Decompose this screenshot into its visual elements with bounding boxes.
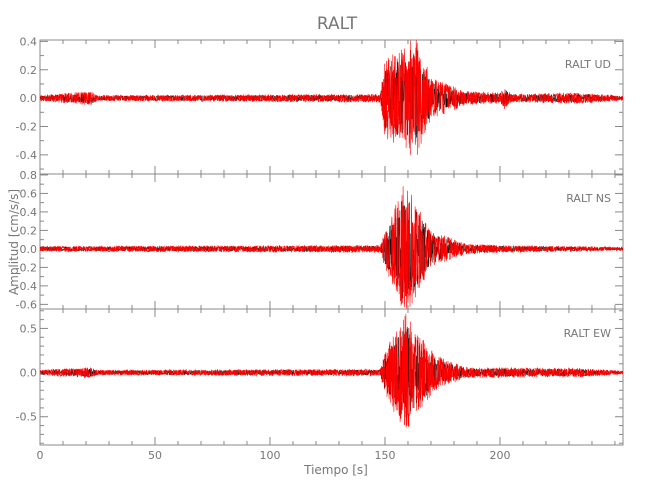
panel-frame xyxy=(39,39,624,175)
y-tick-label: 0.6 xyxy=(20,187,38,200)
y-tick-label: 0.2 xyxy=(20,64,38,77)
x-tick-label: 200 xyxy=(489,449,510,462)
component-label: RALT EW xyxy=(564,327,612,340)
x-tick-label: 0 xyxy=(37,449,44,462)
y-tick-label: -0.4 xyxy=(16,280,37,293)
x-tick-label: 50 xyxy=(148,449,162,462)
y-tick-label: -0.4 xyxy=(16,149,37,162)
y-tick-label: 0.4 xyxy=(20,35,38,48)
component-label: RALT UD xyxy=(565,58,611,71)
waveform xyxy=(40,186,623,309)
y-tick-label: -0.5 xyxy=(16,411,37,424)
waveform xyxy=(40,313,623,428)
y-tick-label: -0.6 xyxy=(16,298,37,311)
chart-title: RALT xyxy=(317,14,358,34)
panel-0: 0.4 0.2 0.0 -0.2 -0.4 RALT UD xyxy=(16,35,624,175)
x-axis-label: Tiempo [s] xyxy=(303,463,368,477)
y-tick-label: 0.8 xyxy=(20,169,38,182)
y-axis-label: Amplitud [cm/s/s] xyxy=(7,189,21,295)
panel-frame xyxy=(39,308,624,446)
y-tick-label: -0.2 xyxy=(16,261,37,274)
y-tick-label: 0.0 xyxy=(20,243,38,256)
y-tick-label: 0.0 xyxy=(20,367,38,380)
waveform xyxy=(40,40,623,155)
x-tick-label: 150 xyxy=(374,449,395,462)
panel-frame xyxy=(39,173,624,310)
y-tick-label: 0.4 xyxy=(20,206,38,219)
component-label: RALT NS xyxy=(566,192,611,205)
panel-2: 0.5 0.0 -0.5 RALT EW xyxy=(16,308,624,446)
y-tick-label: 0.0 xyxy=(20,92,38,105)
y-tick-label: -0.2 xyxy=(16,120,37,133)
panel-1: 0.8 0.6 0.4 0.2 0.0 -0.2 -0.4 -0.6 RALT NS xyxy=(16,169,624,311)
x-tick-label: 100 xyxy=(259,449,280,462)
y-tick-label: 0.5 xyxy=(20,322,38,335)
y-tick-label: 0.2 xyxy=(20,224,38,237)
